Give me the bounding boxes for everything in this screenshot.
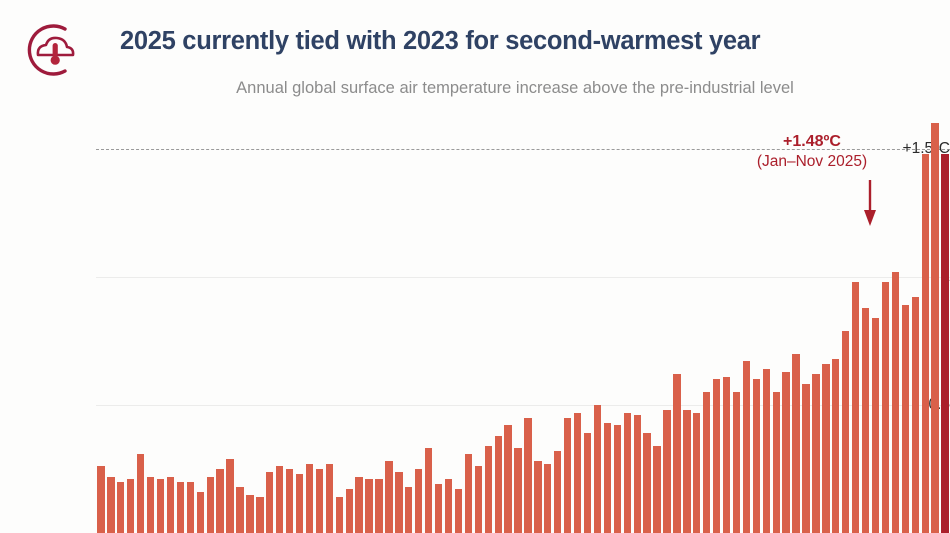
bar-1971: [405, 486, 413, 533]
bar-1942: [117, 481, 125, 533]
bar-2003: [722, 376, 731, 533]
bar-1970: [395, 471, 403, 533]
bar-1968: [375, 479, 383, 533]
bar-1992: [613, 425, 621, 533]
bar-1974: [434, 484, 443, 533]
bar-1973: [424, 448, 433, 533]
bar-1955: [246, 494, 254, 533]
bar-1940: [97, 466, 105, 533]
chart-header: 2025 currently tied with 2023 for second…: [0, 0, 950, 118]
page-title: 2025 currently tied with 2023 for second…: [120, 27, 761, 55]
bar-2015: [842, 330, 850, 533]
bar-1951: [206, 476, 214, 533]
chart-plot-area: +1.5ºC10.5: [0, 118, 950, 533]
bar-1967: [365, 479, 373, 533]
bar-1990: [593, 404, 602, 533]
bar-1972: [415, 468, 423, 533]
bar-2011: [802, 384, 810, 533]
bar-1989: [583, 433, 592, 533]
bar-2002: [712, 379, 721, 533]
page-subtitle: Annual global surface air temperature in…: [236, 79, 794, 97]
bar-1991: [603, 422, 612, 533]
bar-1981: [504, 425, 512, 533]
bar-1997: [663, 410, 671, 533]
bar-2010: [792, 353, 800, 533]
bar-1960: [295, 474, 304, 533]
bar-2025: [941, 153, 949, 533]
bar-1963: [325, 463, 334, 533]
bar-2021: [901, 305, 909, 533]
reference-line-1-5c: [96, 148, 950, 150]
bar-1965: [345, 489, 353, 533]
bar-2017: [861, 307, 870, 533]
bar-2020: [891, 271, 900, 533]
bar-1995: [643, 433, 651, 533]
bar-2012: [812, 374, 820, 533]
bar-1985: [544, 463, 552, 533]
bar-1946: [156, 479, 165, 533]
gridline-1: [96, 276, 950, 278]
bar-1950: [196, 492, 204, 533]
annotation-2025: +1.48ºC (Jan–Nov 2025): [712, 132, 912, 172]
arrow-down-icon: [863, 180, 877, 228]
thermometer-cloud-circle-icon: [18, 19, 80, 81]
bar-1966: [355, 476, 363, 533]
bar-2022: [911, 297, 919, 533]
bar-1969: [385, 461, 393, 533]
bar-1976: [454, 489, 463, 533]
bar-2016: [851, 281, 860, 533]
bar-1993: [623, 412, 631, 533]
bar-1944: [137, 453, 145, 533]
bar-1996: [653, 445, 661, 533]
bar-1956: [256, 497, 264, 533]
bar-1945: [146, 476, 155, 533]
bar-1979: [484, 445, 492, 533]
bar-2000: [693, 412, 701, 533]
bar-1980: [494, 435, 502, 533]
bar-1957: [266, 471, 274, 533]
bar-2019: [881, 281, 890, 533]
bar-1978: [474, 466, 482, 533]
bar-2024: [931, 123, 939, 533]
bar-2005: [742, 361, 751, 533]
bar-1987: [564, 417, 572, 533]
bar-1964: [335, 497, 343, 533]
bar-2013: [822, 363, 830, 533]
bar-1943: [127, 479, 135, 533]
bar-1998: [673, 374, 681, 533]
bar-1952: [216, 468, 224, 533]
bar-1959: [285, 468, 294, 533]
bar-1977: [464, 453, 473, 533]
annotation-value: +1.48ºC: [783, 133, 841, 150]
bar-1962: [315, 468, 324, 533]
bar-2008: [772, 392, 780, 533]
bar-1975: [444, 479, 453, 533]
bar-1961: [305, 463, 314, 533]
bar-2023: [921, 153, 929, 533]
bar-2009: [782, 371, 790, 533]
bar-1958: [276, 466, 284, 533]
bar-2006: [752, 379, 761, 533]
annotation-period: (Jan–Nov 2025): [756, 153, 868, 171]
bar-2018: [871, 317, 880, 533]
gridline-0-5: [96, 404, 950, 406]
bar-1941: [107, 476, 115, 533]
bar-1983: [524, 417, 532, 533]
bar-1984: [534, 461, 542, 533]
bar-1947: [166, 476, 175, 533]
bar-2001: [703, 392, 711, 533]
bar-1994: [633, 415, 641, 533]
bar-1948: [176, 481, 185, 533]
bar-1982: [514, 448, 522, 533]
bar-series: [96, 118, 950, 533]
bar-1988: [573, 412, 582, 533]
bar-2014: [832, 358, 840, 533]
bar-1949: [186, 481, 194, 533]
bar-1954: [236, 486, 244, 533]
bar-1986: [554, 451, 562, 533]
bar-1953: [226, 458, 234, 533]
bar-1999: [683, 410, 691, 533]
bar-2004: [732, 392, 741, 533]
bar-2007: [762, 369, 770, 533]
